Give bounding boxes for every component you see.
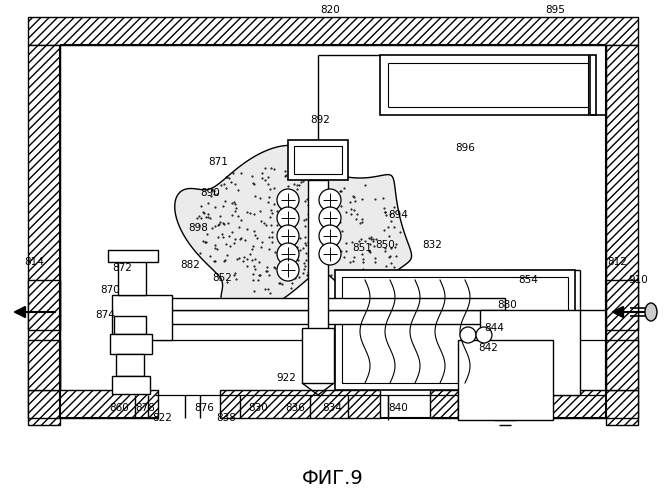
Text: 852: 852 bbox=[212, 273, 232, 283]
Circle shape bbox=[476, 327, 492, 343]
Text: 812: 812 bbox=[607, 257, 627, 267]
Bar bbox=[108, 250, 158, 262]
Text: 850: 850 bbox=[375, 240, 395, 250]
Text: 822: 822 bbox=[152, 413, 172, 423]
Bar bbox=[28, 280, 60, 330]
Bar bbox=[28, 390, 158, 418]
Bar bbox=[116, 354, 144, 376]
Bar bbox=[28, 45, 60, 425]
Text: 898: 898 bbox=[188, 223, 208, 233]
Bar bbox=[430, 390, 638, 418]
Bar bbox=[155, 310, 505, 324]
Text: 880: 880 bbox=[497, 300, 517, 310]
Bar bbox=[458, 340, 553, 420]
Circle shape bbox=[319, 189, 341, 211]
Text: 874: 874 bbox=[95, 310, 115, 320]
Text: 890: 890 bbox=[200, 188, 220, 198]
Bar bbox=[288, 140, 348, 180]
Text: ФИГ.9: ФИГ.9 bbox=[302, 468, 364, 487]
Bar bbox=[110, 334, 152, 354]
Text: 820: 820 bbox=[320, 5, 340, 15]
Text: 851: 851 bbox=[352, 243, 372, 253]
Polygon shape bbox=[308, 174, 412, 308]
Circle shape bbox=[277, 225, 299, 247]
Text: 838: 838 bbox=[216, 413, 236, 423]
Text: 882: 882 bbox=[180, 260, 200, 270]
Bar bbox=[294, 146, 342, 174]
Bar bbox=[308, 180, 328, 380]
Text: 870: 870 bbox=[100, 285, 120, 295]
Circle shape bbox=[277, 207, 299, 229]
Text: 872: 872 bbox=[112, 263, 132, 273]
Bar bbox=[220, 390, 380, 418]
Circle shape bbox=[319, 207, 341, 229]
Text: 896: 896 bbox=[455, 143, 475, 153]
Bar bbox=[28, 17, 638, 45]
Bar bbox=[28, 340, 60, 390]
Text: 840: 840 bbox=[388, 403, 408, 413]
Bar bbox=[112, 295, 172, 340]
Bar bbox=[606, 340, 638, 390]
Text: 860: 860 bbox=[109, 403, 129, 413]
Text: 844: 844 bbox=[484, 323, 504, 333]
Bar bbox=[118, 260, 146, 295]
Bar bbox=[606, 45, 638, 425]
Circle shape bbox=[319, 243, 341, 265]
Text: 814: 814 bbox=[24, 257, 44, 267]
Text: 876: 876 bbox=[194, 403, 214, 413]
Circle shape bbox=[277, 243, 299, 265]
Text: 922: 922 bbox=[276, 373, 296, 383]
Text: 842: 842 bbox=[478, 343, 498, 353]
Circle shape bbox=[277, 259, 299, 281]
Bar bbox=[302, 328, 334, 383]
Bar bbox=[480, 310, 580, 395]
Text: 894: 894 bbox=[388, 210, 408, 220]
Ellipse shape bbox=[645, 303, 657, 321]
Circle shape bbox=[277, 189, 299, 211]
Text: 910: 910 bbox=[628, 275, 648, 285]
Text: 878: 878 bbox=[135, 403, 155, 413]
Text: 895: 895 bbox=[545, 5, 565, 15]
Polygon shape bbox=[174, 146, 355, 314]
Bar bbox=[155, 298, 505, 310]
Bar bbox=[342, 277, 568, 383]
Bar bbox=[335, 270, 575, 390]
Text: 834: 834 bbox=[322, 403, 342, 413]
Bar bbox=[114, 316, 146, 334]
Bar bbox=[380, 55, 596, 115]
Circle shape bbox=[460, 327, 476, 343]
Text: 830: 830 bbox=[248, 403, 268, 413]
Text: 832: 832 bbox=[422, 240, 442, 250]
Text: 836: 836 bbox=[285, 403, 305, 413]
Bar bbox=[606, 280, 638, 330]
Text: 854: 854 bbox=[518, 275, 538, 285]
Circle shape bbox=[319, 225, 341, 247]
Text: 871: 871 bbox=[208, 157, 228, 167]
Text: 892: 892 bbox=[310, 115, 330, 125]
Bar bbox=[112, 376, 150, 394]
